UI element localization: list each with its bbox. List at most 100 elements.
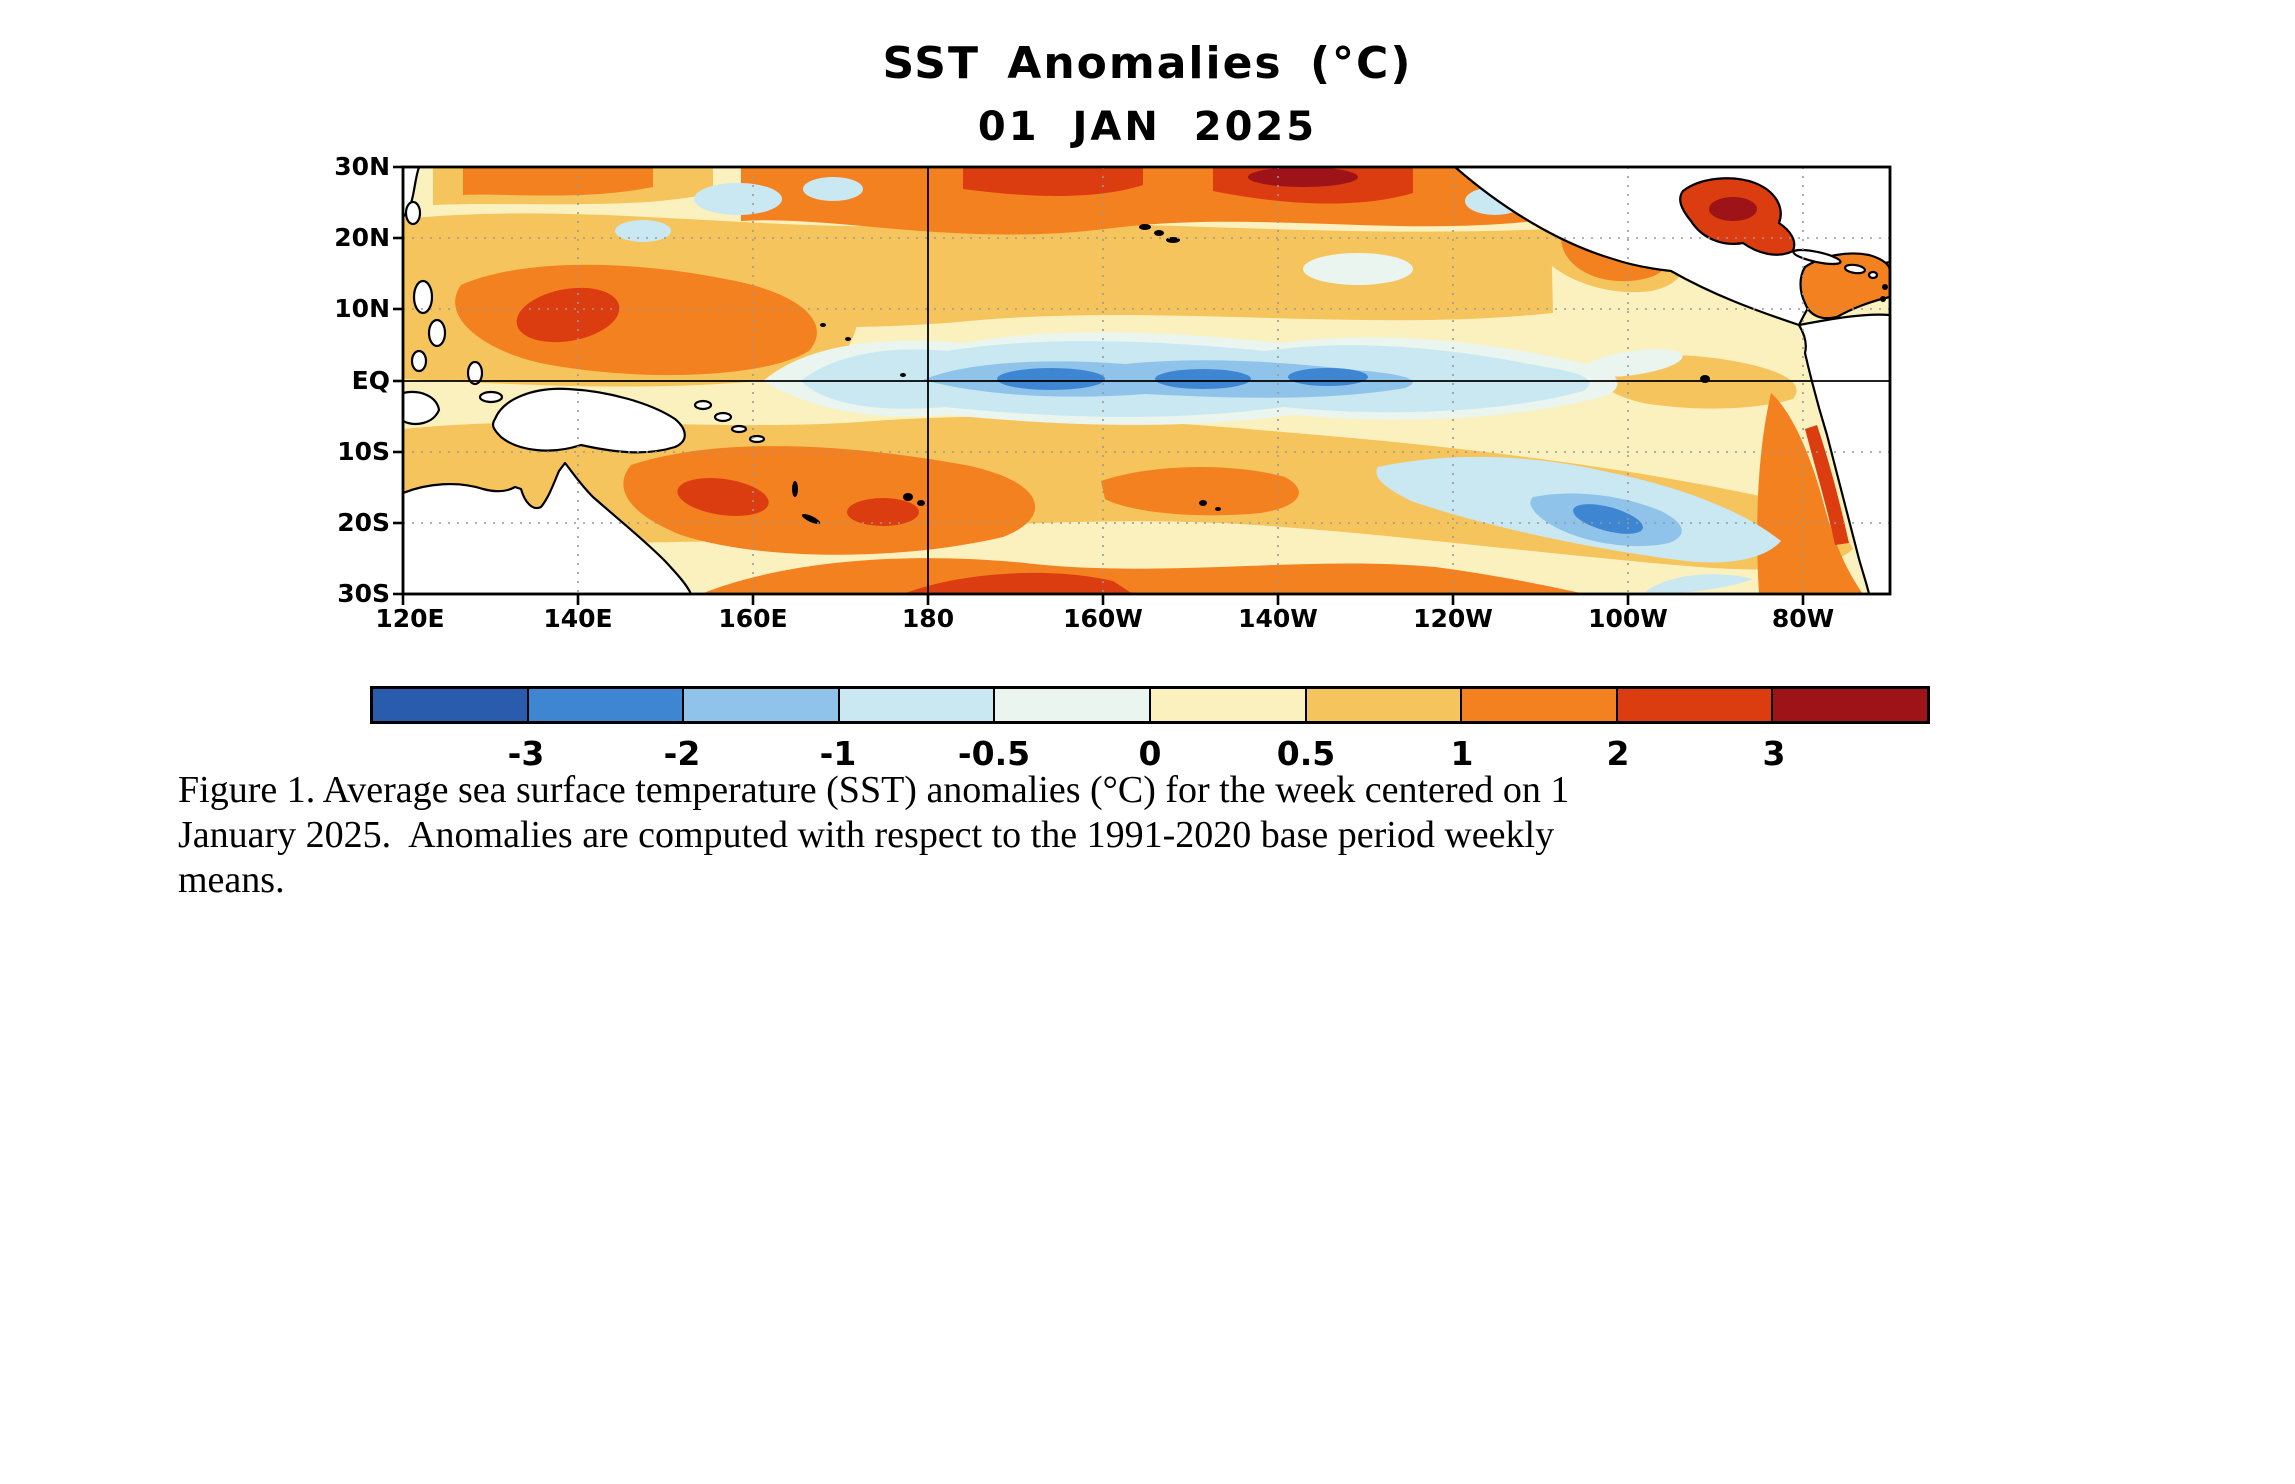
colorbar-label-3: -0.5 [957,734,1031,773]
x-tick-160E: 160E [718,604,788,633]
land-sulawesi [401,390,441,425]
cool-bottom-right [1643,574,1753,594]
land-puerto-rico [1867,270,1879,280]
island-fiji-2 [917,500,925,506]
island-new-caledonia [801,513,821,525]
island-fiji-1 [903,493,913,501]
axis-ticks [393,165,1805,605]
orange-sa-coast [1757,393,1863,594]
colorbar-segment-3 [839,689,996,721]
map-border [401,165,1892,596]
cool-north-patch-1 [694,183,782,215]
land-south-america [1797,313,1892,596]
cold-tongue-core-1 [997,368,1105,390]
x-tick-140W: 140W [1238,604,1318,633]
y-tick-20S: 20S [337,508,390,537]
colorbar-label-8: 3 [1762,734,1786,773]
land-solomons-1 [730,424,748,434]
colorbar-segment-4 [995,689,1151,721]
red-sa-coast-streak [1805,425,1849,545]
land-hispaniola [1843,263,1867,275]
x-tick-120E: 120E [375,604,445,633]
figure-caption: Figure 1. Average sea surface temperatur… [178,768,1938,902]
x-tick-140E: 140E [543,604,613,633]
land-solomons-2 [748,434,766,444]
x-tick-80W: 80W [1771,604,1835,633]
y-tick-10N: 10N [334,294,390,323]
island-kiribati [900,373,906,377]
land-bougainville [713,411,733,423]
colorbar-label-2: -1 [819,734,857,773]
orange-south-band [701,558,1585,594]
cool-southeast-core [1573,504,1643,534]
colorbar-label-4: 0 [1138,734,1162,773]
cool-northcentral-patch [1303,253,1413,285]
red-coral-1 [677,478,769,516]
gulf-of-mexico-core [1709,197,1757,221]
orange-topleft [463,167,653,196]
colorbar-segment-0 [373,689,529,721]
y-tick-30N: 30N [334,152,390,181]
y-tick-30S: 30S [337,579,390,608]
x-tick-120W: 120W [1413,604,1493,633]
colorbar-segment-8 [1617,689,1774,721]
figure-date: 01 JAN 2025 [977,104,1318,150]
island-hawaii-1 [1139,224,1151,230]
land-philippines-3 [410,349,428,373]
darkred-north-core [1248,167,1358,187]
colorbar [370,686,1930,724]
colorbar-segment-7 [1462,689,1618,721]
y-tick-10S: 10S [337,437,390,466]
y-tick-EQ: EQ [351,366,390,395]
x-tick-100W: 100W [1588,604,1668,633]
land-cuba [1792,248,1842,266]
caption-line-1: Figure 1. Average sea surface temperatur… [178,769,1570,811]
cold-tongue-core-2 [1155,369,1251,389]
colorbar-segment-5 [1150,689,1307,721]
island-lesser-antilles-1 [1882,284,1888,290]
colorbar-label-5: 0.5 [1276,734,1336,773]
island-tahiti-1 [1199,500,1207,506]
cold-tongue-core-3 [1288,368,1368,386]
island-hawaii-2 [1154,230,1164,236]
land-new-guinea [491,387,686,454]
map-plot-area [393,165,1892,605]
land-taiwan [404,200,422,226]
x-tick-160W: 160W [1063,604,1143,633]
colorbar-label-0: -3 [507,734,545,773]
island-lesser-antilles-2 [1880,296,1886,302]
y-tick-20N: 20N [334,223,390,252]
x-tick-180: 180 [901,604,955,633]
colorbar-segment-9 [1773,689,1927,721]
red-coral-2 [847,498,919,526]
caption-line-3: means. [178,858,285,901]
caribbean-water [1799,252,1892,320]
sst-anomaly-map [393,165,1892,605]
orange-coral-sea [623,446,1036,555]
island-tahiti-2 [1215,507,1221,511]
red-south-streak [903,572,1133,594]
land-new-britain [693,399,713,411]
colorbar-label-6: 1 [1450,734,1474,773]
caption-line-2: January 2025. Anomalies are computed wit… [178,813,1555,856]
figure-title: SST Anomalies (°C) [882,38,1413,89]
colorbar-segment-2 [684,689,840,721]
island-marshall-2 [845,337,851,341]
colorbar-label-7: 2 [1606,734,1630,773]
colorbar-segment-1 [528,689,685,721]
land-halmahera [466,360,484,386]
island-vanuatu [792,481,798,497]
land-australia [401,461,693,596]
land-philippines-1 [412,279,434,315]
orange-midsouth-patch [1101,466,1299,516]
orange-west-pool [455,264,817,376]
land-philippines-2 [427,318,447,348]
cool-east-equatorial [1583,349,1683,377]
cool-north-patch-2 [615,220,671,242]
cool-north-patch-3 [803,177,863,201]
island-marshall-1 [820,323,826,327]
red-west-spot [516,287,620,343]
red-north-1 [963,167,1143,196]
colorbar-label-1: -2 [663,734,701,773]
